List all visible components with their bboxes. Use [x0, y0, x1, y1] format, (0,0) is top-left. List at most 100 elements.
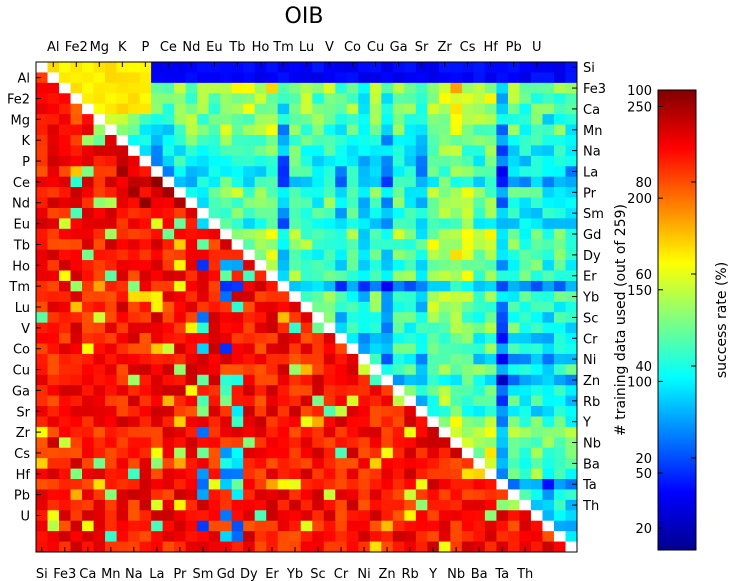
heatmap-cell — [358, 72, 371, 84]
heatmap-cell — [450, 301, 463, 313]
heatmap-cell — [427, 406, 440, 417]
heatmap-cell — [116, 510, 129, 522]
heatmap-cell — [530, 249, 543, 261]
colorbar — [657, 89, 697, 551]
heatmap-cell — [243, 489, 256, 501]
heatmap-cell — [82, 291, 95, 303]
heatmap-cell — [473, 197, 486, 209]
heatmap-cell — [473, 333, 486, 344]
heatmap-cell — [461, 218, 474, 230]
heatmap-cell — [82, 406, 95, 417]
heatmap-cell — [139, 458, 152, 470]
heatmap-cell — [197, 531, 210, 543]
heatmap-cell — [266, 280, 279, 292]
heatmap-cell — [473, 458, 486, 470]
heatmap-cell — [427, 239, 440, 251]
heatmap-cell — [197, 103, 210, 115]
heatmap-cell — [82, 468, 95, 480]
heatmap-cell — [220, 291, 233, 303]
bottom-axis-label: Cr — [334, 567, 349, 581]
heatmap-cell — [496, 520, 509, 532]
heatmap-cell — [231, 134, 244, 146]
heatmap-cell — [300, 218, 313, 230]
heatmap-cell — [438, 82, 451, 94]
top-axis-label: Ga — [390, 40, 408, 55]
heatmap-cell — [185, 239, 198, 251]
heatmap-cell — [369, 541, 382, 553]
heatmap-cell — [47, 322, 60, 334]
heatmap-cell — [70, 145, 83, 157]
heatmap-cell — [139, 447, 152, 459]
heatmap-cell — [266, 531, 279, 543]
heatmap-cell — [553, 249, 566, 261]
heatmap-cell — [323, 458, 336, 470]
heatmap-cell — [427, 374, 440, 386]
heatmap-cell — [427, 458, 440, 470]
heatmap-cell — [128, 260, 141, 272]
heatmap-cell — [277, 479, 290, 490]
heatmap-cell — [484, 207, 497, 219]
heatmap-cell — [323, 499, 336, 511]
heatmap-cell — [312, 364, 325, 376]
heatmap-cell — [404, 437, 417, 449]
heatmap-cell — [300, 531, 313, 543]
heatmap-cell — [93, 468, 106, 480]
heatmap-cell — [208, 280, 221, 292]
heatmap-cell — [369, 468, 382, 480]
heatmap-cell — [105, 207, 118, 219]
heatmap-cell — [542, 406, 555, 417]
heatmap-cell — [277, 155, 290, 167]
heatmap-cell — [381, 197, 394, 209]
heatmap-cell — [174, 72, 187, 84]
heatmap-cell — [289, 155, 302, 167]
heatmap-cell — [369, 249, 382, 261]
heatmap-cell — [220, 155, 233, 167]
heatmap-cell — [381, 395, 394, 407]
heatmap-cell — [185, 124, 198, 136]
heatmap-cell — [542, 82, 555, 94]
heatmap-cell — [484, 176, 497, 188]
heatmap-cell — [369, 312, 382, 324]
heatmap-cell — [254, 416, 267, 428]
heatmap-cell — [369, 134, 382, 146]
heatmap-cell — [565, 82, 578, 94]
heatmap-cell — [519, 322, 532, 334]
top-axis-label: U — [532, 40, 542, 55]
heatmap-cell — [323, 322, 336, 334]
heatmap-frame — [35, 61, 578, 553]
heatmap-cell — [323, 353, 336, 365]
heatmap-cell — [346, 374, 359, 386]
heatmap-cell — [277, 62, 290, 73]
heatmap-cell — [507, 426, 520, 438]
heatmap-cell — [231, 447, 244, 459]
heatmap-cell — [197, 426, 210, 438]
heatmap-cell — [323, 249, 336, 261]
heatmap-cell — [105, 103, 118, 115]
heatmap-cell — [197, 322, 210, 334]
heatmap-cell — [59, 82, 72, 94]
heatmap-cell — [266, 353, 279, 365]
heatmap-cell — [346, 155, 359, 167]
heatmap-cell — [484, 322, 497, 334]
heatmap-cell — [116, 479, 129, 490]
heatmap-cell — [381, 520, 394, 532]
bottom-axis-label: Na — [125, 567, 143, 581]
heatmap-cell — [243, 426, 256, 438]
colorbar-left-tick-label: 150 — [627, 284, 652, 299]
heatmap-cell — [162, 145, 175, 157]
heatmap-cell — [300, 499, 313, 511]
heatmap-cell — [151, 228, 164, 240]
heatmap-cell — [415, 520, 428, 532]
heatmap-cell — [139, 426, 152, 438]
heatmap-cell — [519, 124, 532, 136]
heatmap-cell — [231, 103, 244, 115]
heatmap-cell — [105, 176, 118, 188]
heatmap-cell — [231, 322, 244, 334]
heatmap-cell — [542, 176, 555, 188]
heatmap-cell — [254, 72, 267, 84]
heatmap-cell — [197, 374, 210, 386]
heatmap-cell — [243, 176, 256, 188]
heatmap-cell — [358, 510, 371, 522]
heatmap-cell — [542, 166, 555, 178]
heatmap-cell — [116, 82, 129, 94]
